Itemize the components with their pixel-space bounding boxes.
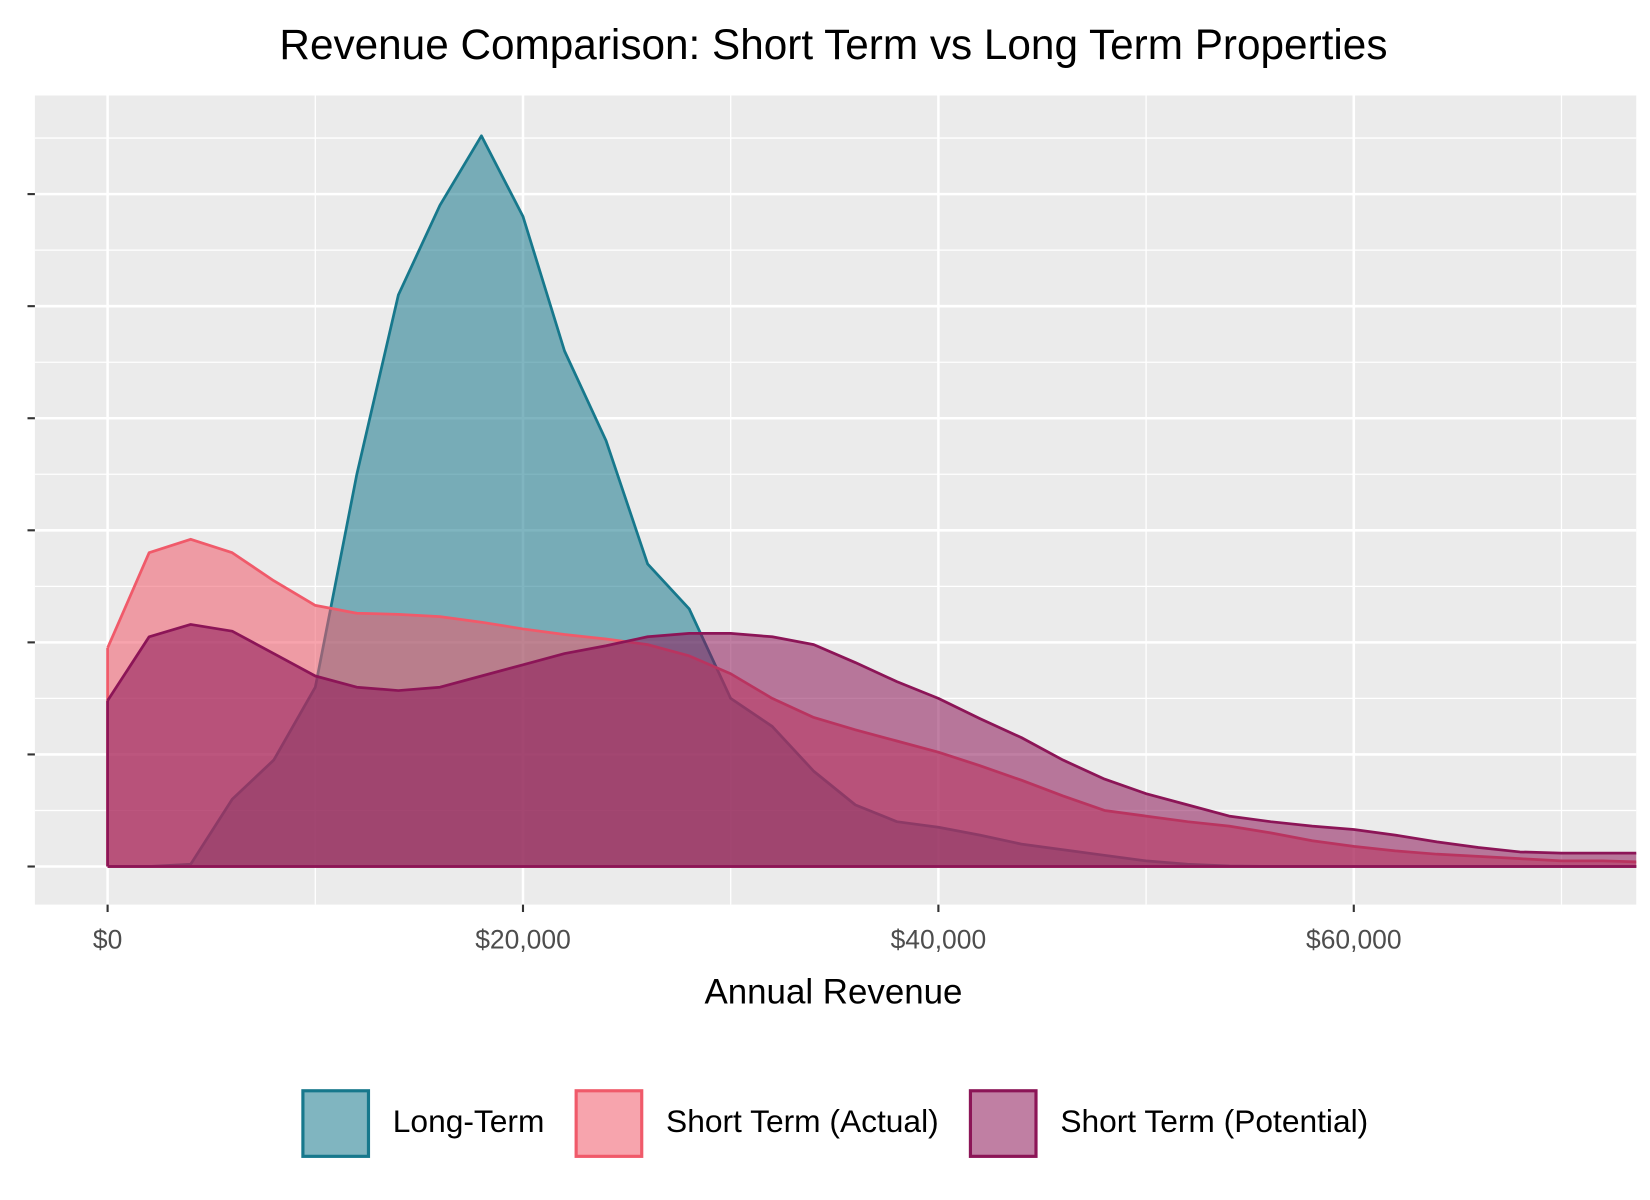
legend-key	[301, 1089, 371, 1158]
x-tick-label: $60,000	[1306, 925, 1402, 955]
legend-label: Long-Term	[393, 1103, 545, 1139]
axes: $0 $20,000 $40,000 $60,000	[27, 193, 1402, 955]
plot-area	[106, 134, 1637, 868]
x-axis-title: Annual Revenue	[704, 973, 962, 1012]
chart-title: Revenue Comparison: Short Term vs Long T…	[279, 21, 1387, 68]
legend-key	[968, 1089, 1038, 1158]
legend-label: Short Term (Actual)	[666, 1103, 939, 1139]
legend-label: Short Term (Potential)	[1060, 1103, 1368, 1139]
x-tick-label: $0	[93, 925, 122, 955]
legend: Long-Term Short Term (Actual) Short Term (…	[301, 1089, 1368, 1158]
x-tick-label: $40,000	[891, 925, 987, 955]
grid	[34, 95, 1637, 905]
legend-key	[574, 1089, 644, 1158]
density-fill	[107, 624, 1637, 867]
density-line	[106, 623, 1637, 855]
x-tick-label: $20,000	[475, 925, 571, 955]
